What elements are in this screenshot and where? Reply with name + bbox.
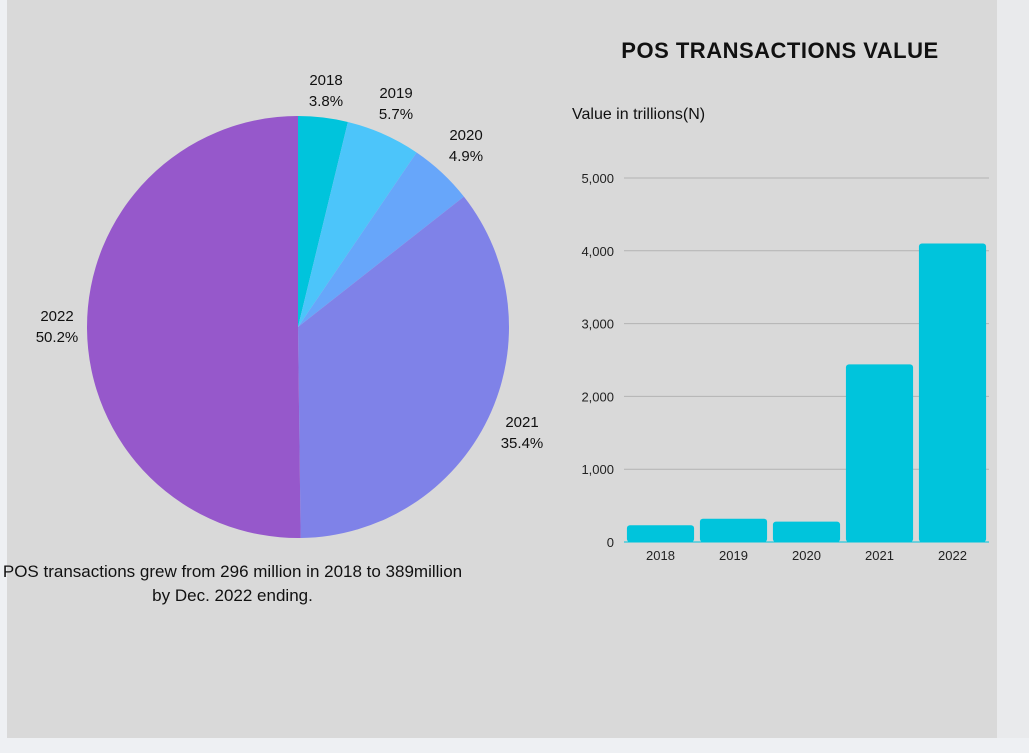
pie-slice-2018: [298, 116, 348, 327]
y-tick-label: 2,000: [581, 389, 614, 404]
pie-label-year-2022: 2022: [40, 308, 73, 325]
pie-label-percent-2021: 35.4%: [501, 435, 544, 452]
pie-label-year-2020: 2020: [449, 127, 482, 144]
pie-label-percent-2019: 5.7%: [379, 106, 413, 123]
pie-chart: 2018 3.8% 2019 5.7% 2020 4.9% 2021 35.4% 2022 50.…: [36, 72, 544, 539]
bar-2022: [918, 243, 987, 542]
pie-label-percent-2022: 50.2%: [36, 329, 79, 346]
pie-label-percent-2020: 4.9%: [449, 148, 483, 165]
pie-label-percent-2018: 3.8%: [309, 93, 343, 110]
y-tick-label: 5,000: [581, 171, 614, 186]
pie-label-year-2019: 2019: [379, 85, 412, 102]
bar-chart-title: POS TRANSACTIONS VALUE: [621, 38, 939, 63]
x-tick-label: 2022: [938, 548, 967, 563]
pie-slice-2020: [298, 152, 464, 327]
background-strip: [997, 0, 1029, 738]
pie-slice-2021: [298, 196, 509, 538]
bar-2018: [626, 525, 695, 542]
pie-slice-2019: [298, 121, 417, 327]
bar-2020: [772, 521, 841, 542]
pie-label-year-2018: 2018: [309, 72, 342, 89]
x-tick-label: 2021: [865, 548, 894, 563]
bar-2021: [845, 364, 914, 542]
x-tick-label: 2018: [646, 548, 675, 563]
pie-slice-2022: [86, 116, 301, 539]
bar-chart: 0 1,000 2,000 3,000 4,000 5,000 2018 2019 2020 20…: [581, 171, 989, 563]
pie-label-year-2021: 2021: [505, 414, 538, 431]
y-tick-label: 4,000: [581, 244, 614, 259]
pie-caption: POS transactions grew from 296 million i…: [2, 562, 463, 605]
x-tick-label: 2020: [792, 548, 821, 563]
bar-2019: [699, 518, 768, 542]
y-tick-label: 3,000: [581, 317, 614, 332]
y-tick-label: 1,000: [581, 462, 614, 477]
y-tick-label: 0: [607, 535, 614, 550]
y-axis-title: Value in trillions(N): [572, 106, 706, 123]
x-tick-label: 2019: [719, 548, 748, 563]
